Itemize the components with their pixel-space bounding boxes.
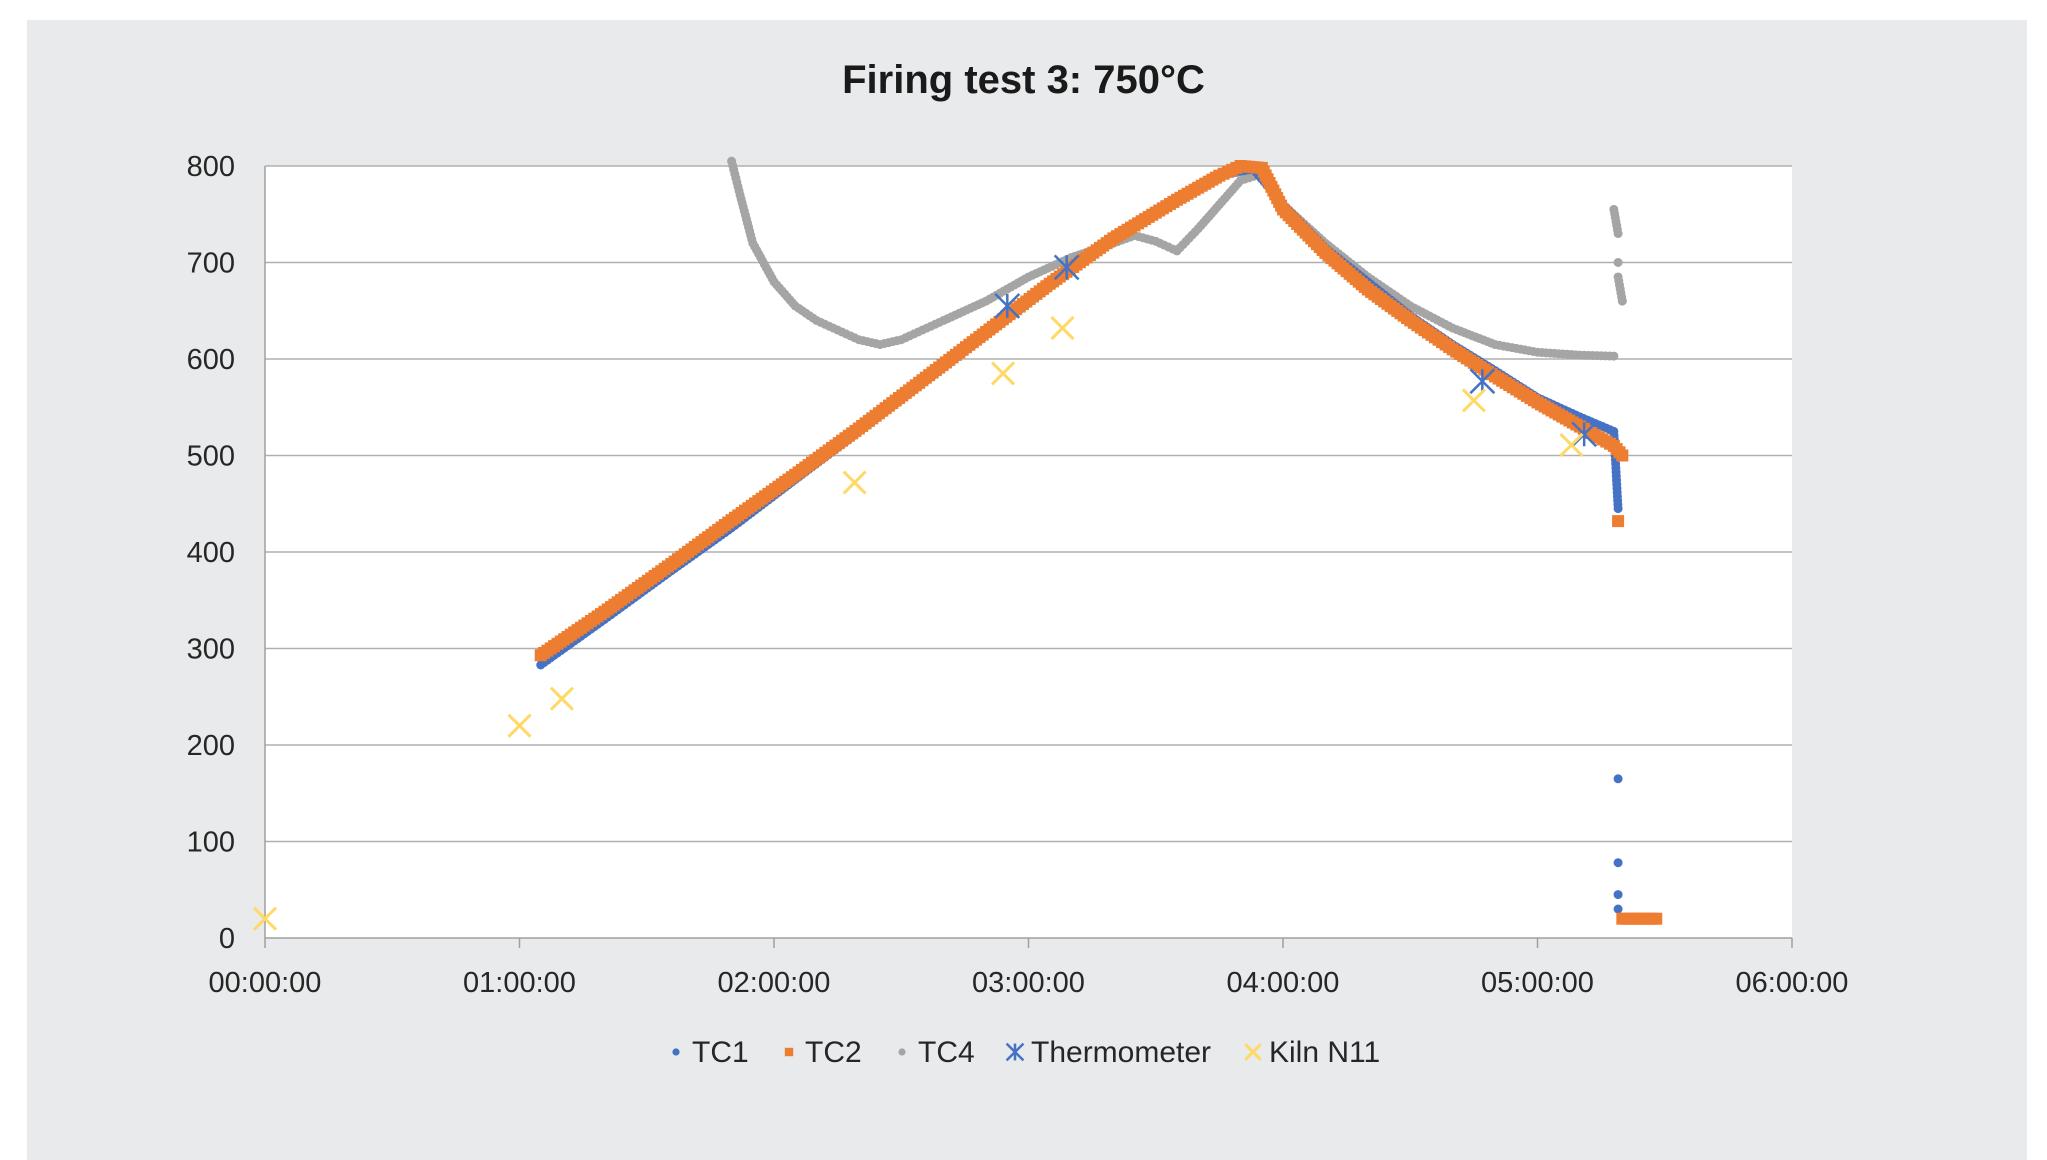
y-tick-label: 0: [219, 923, 235, 955]
series-layer: [252, 156, 1663, 931]
legend-marker-thermometer: [1005, 1042, 1025, 1062]
legend-label-tc2: TC2: [805, 1036, 862, 1069]
data-point-tc1: [1613, 504, 1623, 514]
x-tick-label: 06:00:00: [1736, 967, 1849, 999]
axes: 0 100 200 300 400 500 600 700 800 00:00:00 01:00:0…: [187, 151, 1849, 999]
chart-title: Firing test 3: 750°C: [842, 58, 1205, 102]
legend-label-kiln-n11: Kiln N11: [1269, 1036, 1380, 1069]
legend-marker-tc1: [672, 1048, 680, 1056]
y-tick-label: 300: [187, 634, 235, 666]
data-point-kiln-n11: [1461, 388, 1486, 413]
x-tick-label: 01:00:00: [463, 967, 576, 999]
legend-marker-kiln-n11: [1244, 1043, 1262, 1061]
data-point-tc2: [1650, 912, 1663, 925]
data-point-kiln-n11: [1050, 316, 1075, 341]
legend-marker-tc4: [898, 1048, 906, 1056]
data-point-tc4: [1613, 229, 1623, 239]
y-tick-label: 700: [187, 248, 235, 280]
y-tick-label: 200: [187, 730, 235, 762]
y-tick-label: 400: [187, 537, 235, 569]
series-kiln-n11: [252, 316, 1584, 931]
y-tick-label: 500: [187, 441, 235, 473]
x-tick-label: 03:00:00: [972, 967, 1085, 999]
legend-label-tc4: TC4: [918, 1036, 975, 1069]
legend-item-tc2: TC2: [784, 1036, 862, 1069]
data-point-tc1: [1613, 858, 1623, 868]
data-point-kiln-n11: [252, 906, 278, 931]
data-point-tc1: [1613, 904, 1623, 914]
data-point-kiln-n11: [507, 713, 532, 738]
data-point-kiln-n11: [990, 361, 1016, 386]
data-point-tc2: [1612, 515, 1625, 528]
x-tick-label: 05:00:00: [1481, 967, 1594, 999]
data-point-tc4: [1617, 296, 1627, 306]
legend: TC1 TC2 TC4 Thermometer Kiln N11: [672, 1036, 1380, 1069]
data-point-tc4: [1613, 258, 1623, 267]
data-point-kiln-n11: [1559, 432, 1584, 457]
grid-lines: [265, 165, 1792, 843]
legend-label-thermometer: Thermometer: [1031, 1036, 1211, 1069]
legend-item-tc1: TC1: [672, 1036, 749, 1069]
series-thermometer: [994, 254, 1598, 448]
data-point-thermometer: [1053, 254, 1080, 281]
legend-item-kiln-n11: Kiln N11: [1244, 1036, 1380, 1069]
y-tick-label: 100: [187, 827, 235, 859]
legend-marker-tc2: [784, 1047, 794, 1057]
data-point-tc1: [1613, 890, 1623, 900]
data-point-kiln-n11: [842, 470, 867, 495]
data-point-tc4: [1609, 351, 1619, 361]
data-point-kiln-n11: [549, 686, 574, 711]
legend-label-tc1: TC1: [692, 1036, 749, 1069]
data-point-thermometer: [994, 293, 1021, 319]
x-tick-label: 00:00:00: [209, 967, 322, 999]
x-tick-label: 04:00:00: [1227, 967, 1340, 999]
x-tick-label: 02:00:00: [718, 967, 831, 999]
data-point-tc1: [1613, 774, 1623, 784]
legend-item-tc4: TC4: [898, 1036, 975, 1069]
y-tick-label: 600: [187, 344, 235, 376]
data-point-thermometer: [1469, 368, 1496, 395]
y-tick-label: 800: [187, 151, 235, 183]
series-tc2: [534, 160, 1663, 925]
data-point-tc2: [1616, 449, 1629, 462]
legend-item-thermometer: Thermometer: [1005, 1036, 1211, 1069]
